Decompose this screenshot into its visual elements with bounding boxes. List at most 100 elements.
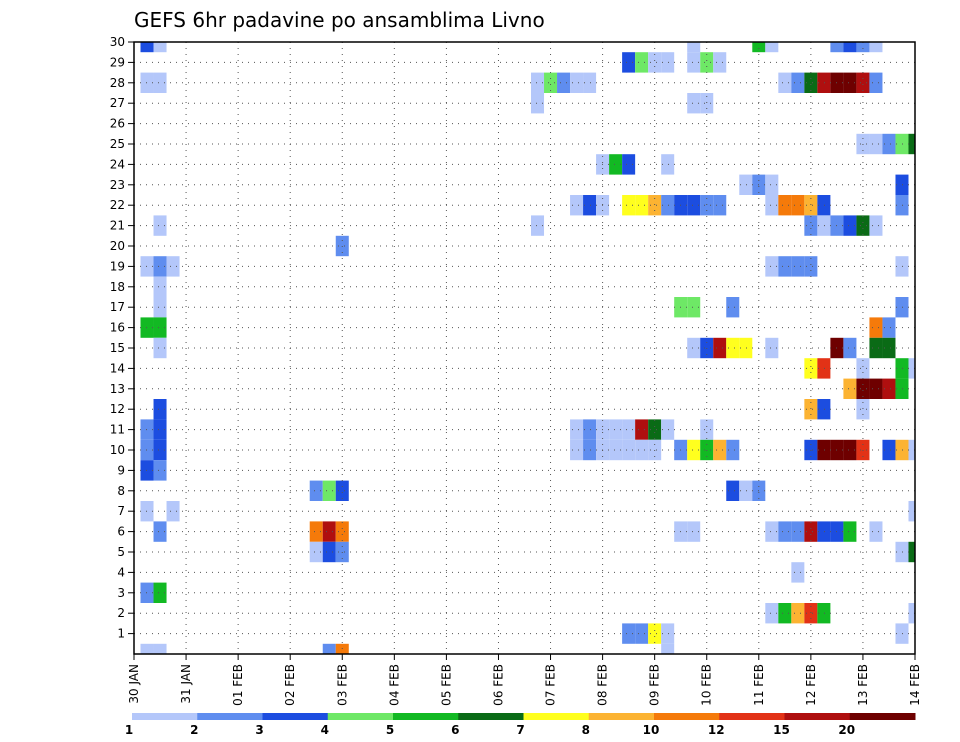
y-tick-label: 27 <box>110 96 125 110</box>
heatmap-cell <box>817 603 831 624</box>
colorbar-segment <box>523 713 590 720</box>
x-tick-label: 31 JAN <box>179 664 193 704</box>
heatmap-cell <box>648 195 662 216</box>
heatmap-cell <box>687 52 701 73</box>
heatmap-cell <box>153 521 167 542</box>
colorbar-label: 1 <box>125 723 133 737</box>
colorbar-label: 2 <box>190 723 198 737</box>
heatmap-cell <box>830 42 844 53</box>
heatmap-cell <box>908 603 915 624</box>
heatmap-cell <box>687 42 701 53</box>
y-tick-label: 1 <box>117 627 125 641</box>
x-tick-label: 14 FEB <box>908 664 922 706</box>
heatmap-cell <box>570 195 584 216</box>
heatmap-cell <box>700 52 714 73</box>
heatmap-cell <box>140 419 154 440</box>
heatmap-cell <box>622 439 636 461</box>
heatmap-cell <box>635 419 649 440</box>
heatmap-cell <box>140 460 154 481</box>
colorbar-label: 7 <box>516 723 524 737</box>
heatmap-cell <box>661 52 675 73</box>
colorbar-segment <box>849 713 916 720</box>
heatmap-cell <box>140 42 154 53</box>
heatmap-cell <box>322 480 336 501</box>
heatmap-cell <box>843 378 857 399</box>
heatmap-cell <box>791 521 805 542</box>
heatmap-cell <box>661 623 675 644</box>
heatmap-cell <box>661 419 675 440</box>
heatmap-cell <box>570 419 584 440</box>
y-tick-label: 5 <box>117 545 125 559</box>
heatmap-cell <box>817 215 831 236</box>
heatmap-cell <box>153 337 167 359</box>
heatmap-cell <box>817 521 831 542</box>
y-tick-label: 16 <box>110 321 125 335</box>
heatmap-cell <box>882 317 896 338</box>
heatmap-cell <box>153 419 167 440</box>
heatmap-cell <box>817 72 831 93</box>
heatmap-cell <box>687 93 701 114</box>
x-tick-label: 12 FEB <box>804 664 818 706</box>
heatmap-cell <box>322 643 336 654</box>
heatmap-cell <box>335 480 349 501</box>
heatmap-cell <box>153 297 167 318</box>
heatmap-cell <box>752 42 766 53</box>
heatmap-cell <box>153 317 167 338</box>
heatmap-cell <box>804 603 818 624</box>
heatmap-cell <box>804 521 818 542</box>
colorbar-label: 12 <box>708 723 725 737</box>
heatmap-cell <box>140 501 154 522</box>
y-tick-label: 10 <box>110 443 125 457</box>
heatmap-cell <box>648 623 662 644</box>
y-tick-label: 21 <box>110 219 125 233</box>
x-tick-label: 10 FEB <box>700 664 714 706</box>
y-tick-label: 23 <box>110 178 125 192</box>
heatmap-cell <box>856 42 870 53</box>
heatmap-cell <box>843 215 857 236</box>
heatmap-cell <box>661 195 675 216</box>
heatmap-cell <box>583 195 597 216</box>
heatmap-cell <box>817 195 831 216</box>
heatmap-cell <box>843 72 857 93</box>
heatmap-cell <box>583 439 597 461</box>
heatmap-cell <box>804 399 818 420</box>
heatmap-cell <box>804 72 818 93</box>
y-tick-label: 12 <box>110 402 125 416</box>
heatmap-cell <box>609 439 623 461</box>
heatmap-cell <box>153 643 167 654</box>
x-tick-label: 09 FEB <box>648 664 662 706</box>
x-tick-label: 11 FEB <box>752 664 766 706</box>
heatmap-cell <box>908 133 915 155</box>
y-tick-label: 18 <box>110 280 125 294</box>
heatmap-cell <box>622 623 636 644</box>
heatmap-cell <box>570 439 584 461</box>
heatmap-cell <box>635 623 649 644</box>
heatmap-cell <box>804 256 818 277</box>
x-tick-label: 13 FEB <box>856 664 870 706</box>
heatmap-cell <box>778 603 792 624</box>
heatmap-cell <box>895 195 909 216</box>
heatmap-cell <box>700 93 714 114</box>
x-axis: 30 JAN 31 JAN 01 FEB 02 FEB 03 FEB 04 FEB 05 F… <box>127 654 922 706</box>
heatmap-cell <box>817 439 831 461</box>
heatmap-cell <box>908 541 915 563</box>
heatmap-cell <box>153 582 167 603</box>
heatmap-cell <box>739 480 753 501</box>
heatmap-cell <box>791 72 805 93</box>
heatmap-cell <box>856 358 870 379</box>
colorbar-label: 3 <box>255 723 263 737</box>
x-tick-label: 07 FEB <box>544 664 558 706</box>
heatmap-cell <box>140 256 154 277</box>
heatmap-cell <box>544 72 558 93</box>
y-tick-label: 20 <box>110 239 125 253</box>
y-tick-label: 24 <box>110 157 125 171</box>
y-tick-label: 17 <box>110 300 125 314</box>
x-tick-label: 02 FEB <box>283 664 297 706</box>
heatmap-cell <box>765 256 779 277</box>
heatmap-cell <box>687 195 701 216</box>
heatmap-cell <box>713 337 727 359</box>
heatmap-cell <box>622 52 636 73</box>
heatmap-cell <box>908 358 915 379</box>
